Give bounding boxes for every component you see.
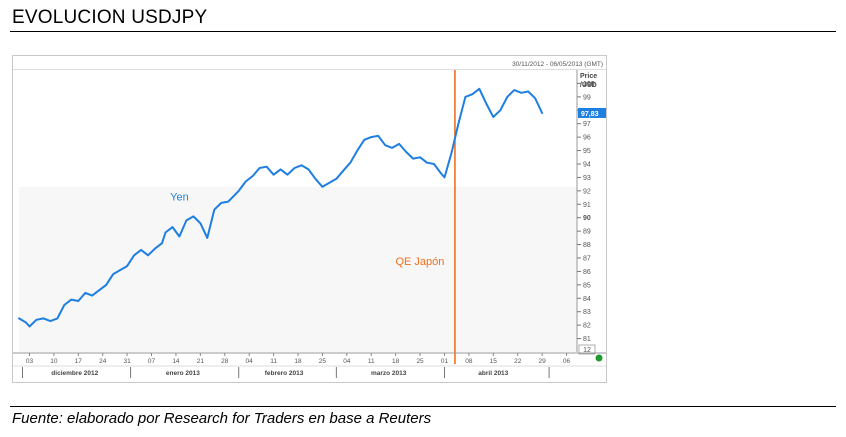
y-tick-label: 89 (583, 229, 591, 236)
x-tick-label: 25 (416, 358, 424, 365)
page-title: EVOLUCION USDJPY (12, 7, 208, 28)
y-tick-label: 81 (583, 336, 591, 343)
month-label: abril 2013 (478, 370, 508, 377)
y-tick-label: 94 (583, 162, 591, 169)
corner-label: 12 (583, 347, 591, 354)
title-divider (10, 31, 836, 32)
plot-shade (19, 186, 577, 352)
x-tick-label: 21 (197, 358, 205, 365)
x-tick-label: 28 (221, 358, 229, 365)
event-marker-label: QE Japón (395, 256, 444, 268)
y-tick-label: 82 (583, 323, 591, 330)
series-label-yen: Yen (170, 191, 189, 203)
x-tick-label: 04 (343, 358, 351, 365)
y-tick-label: 97 (583, 121, 591, 128)
x-tick-label: 11 (368, 358, 375, 365)
x-tick-label: 10 (50, 358, 58, 365)
x-tick-label: 14 (172, 358, 180, 365)
source-divider (10, 406, 836, 407)
date-range-label: 30/11/2012 - 06/05/2013 (GMT) (512, 61, 603, 68)
source-note: Fuente: elaborado por Research for Trade… (12, 410, 432, 427)
usdjpy-chart: 30/11/2012 - 06/05/2013 (GMT) Price/USD 81… (13, 61, 606, 378)
month-label: marzo 2013 (371, 370, 407, 377)
y-tick-label: 91 (583, 202, 591, 209)
y-tick-label: 85 (583, 282, 591, 289)
corner-box (578, 344, 596, 355)
y-tick-label: 84 (583, 296, 591, 303)
x-tick-label: 24 (99, 358, 107, 365)
status-dot (595, 354, 603, 362)
x-tick-label: 06 (563, 358, 571, 365)
month-label: enero 2013 (166, 370, 200, 377)
current-price-label: 97,83 (581, 111, 599, 118)
x-tick-label: 07 (148, 358, 156, 365)
x-tick-label: 03 (26, 358, 34, 365)
x-tick-label: 04 (246, 358, 254, 365)
y-tick-label: 99 (583, 94, 591, 101)
month-label: diciembre 2012 (51, 370, 98, 377)
y-tick-label: 96 (583, 135, 591, 142)
series-line-yen (18, 87, 544, 328)
x-tick-label: 18 (392, 358, 400, 365)
x-tick-label: 01 (441, 358, 449, 365)
x-tick-label: 18 (294, 358, 302, 365)
x-tick-label: 08 (465, 358, 473, 365)
y-tick-label: 93 (583, 175, 591, 182)
y-tick-label: 88 (583, 242, 591, 249)
current-price-marker (578, 107, 606, 118)
y-tick-label: 86 (583, 269, 591, 276)
x-tick-label: 11 (270, 358, 277, 365)
x-tick-label: 17 (75, 358, 83, 365)
x-tick-label: 22 (514, 358, 522, 365)
x-tick-label: 31 (123, 358, 131, 365)
month-label: febrero 2013 (265, 370, 304, 377)
y-tick-label: 92 (583, 188, 591, 195)
chart-frame: 30/11/2012 - 06/05/2013 (GMT) Price/USD 81… (12, 55, 607, 383)
x-tick-label: 25 (319, 358, 327, 365)
x-tick-label: 15 (490, 358, 498, 365)
x-tick-label: 29 (539, 358, 547, 365)
y-axis-title-line-1: Price (580, 73, 597, 80)
y-tick-label: 95 (583, 148, 591, 155)
y-tick-label: 90 (583, 215, 591, 222)
y-axis-title-line-2: /USD (580, 82, 597, 89)
y-tick-label: 87 (583, 256, 591, 263)
y-tick-label: 100 (583, 81, 595, 88)
y-tick-label: 83 (583, 309, 591, 316)
